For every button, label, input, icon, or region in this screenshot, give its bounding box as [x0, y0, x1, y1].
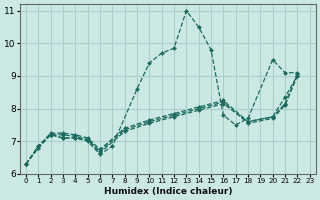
X-axis label: Humidex (Indice chaleur): Humidex (Indice chaleur)	[104, 187, 232, 196]
